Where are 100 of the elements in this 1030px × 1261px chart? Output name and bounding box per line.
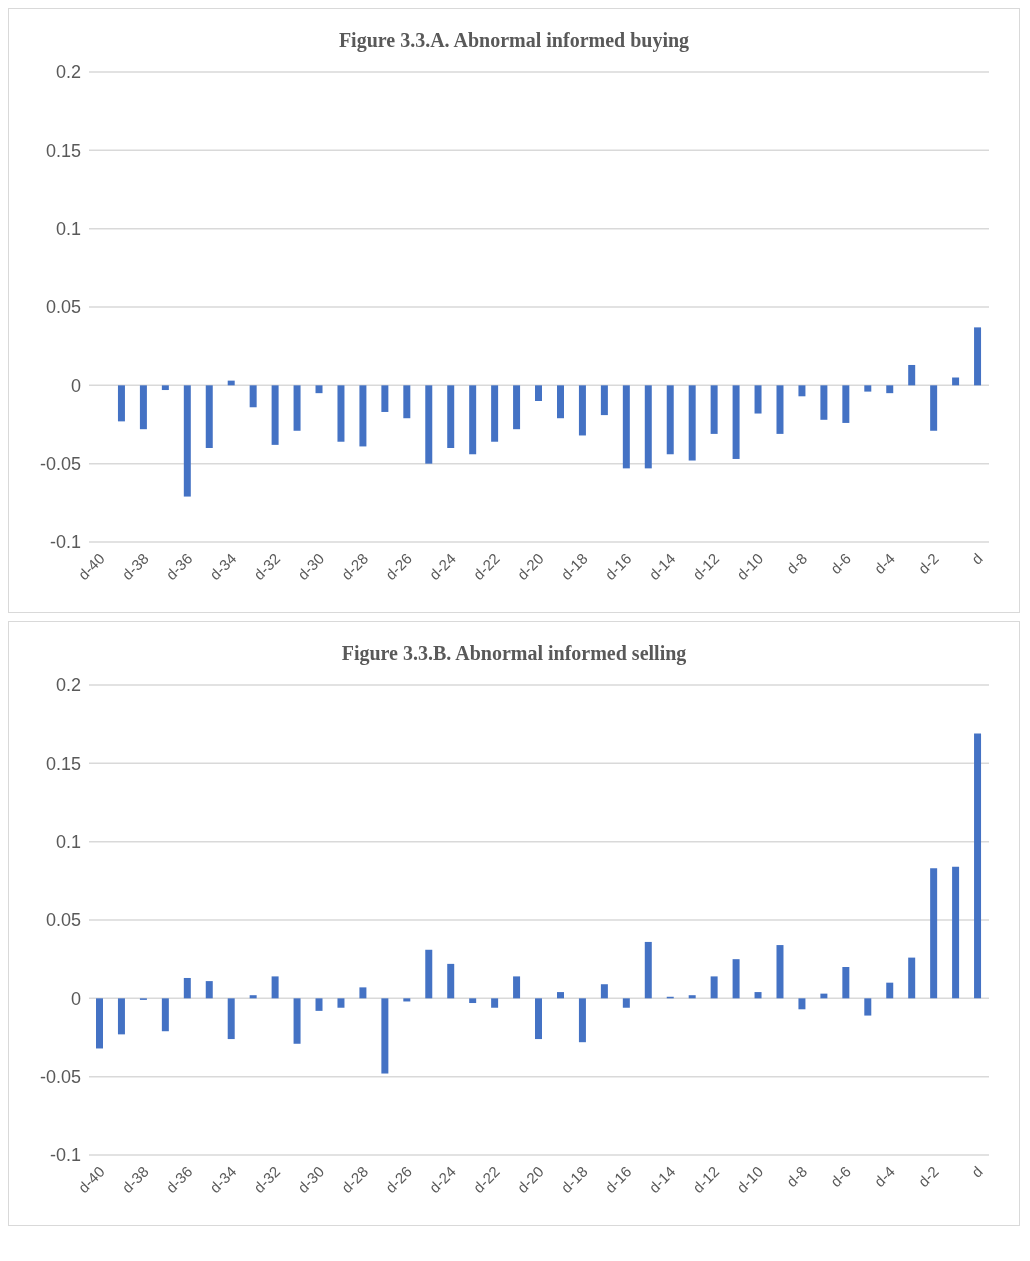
x-tick-label: d-8 [782,549,811,578]
bar [96,998,103,1049]
y-tick-label: -0.1 [49,532,81,553]
bar [381,998,389,1074]
bar [930,385,938,431]
y-tick-label: -0.05 [39,454,81,475]
bar [842,967,850,999]
bar [359,385,367,447]
x-tick-label: d-8 [782,1162,811,1191]
x-tick-label: d [967,1162,986,1181]
bar [776,385,784,434]
bar [513,976,521,999]
y-tick-label: 0.15 [45,140,81,161]
bar [644,941,652,999]
y-tick-label: 0 [70,988,81,1009]
bar [864,998,872,1016]
bar [513,385,521,430]
bar [183,385,191,497]
bar [952,866,960,999]
bar [842,385,850,423]
bar [293,385,301,431]
bar [710,385,718,434]
bar [337,385,345,442]
x-tick-label: d-6 [826,549,855,578]
x-tick-label: d [967,549,986,568]
y-tick-label: -0.1 [49,1145,81,1166]
bar [447,963,455,999]
bar [535,385,543,401]
bar [183,977,191,999]
bar [688,385,696,461]
bar [117,385,125,422]
bar [688,995,696,999]
bar [886,982,894,999]
bar [249,385,257,408]
bar [271,976,279,999]
bar [600,984,608,999]
y-tick-label: 0.1 [55,219,81,240]
bar [754,992,762,999]
bar [820,385,828,420]
bar [930,868,938,999]
bar [578,385,586,436]
bar [425,949,433,999]
bar [974,327,982,386]
bar [974,733,982,999]
bar [469,385,477,455]
bar [161,385,169,391]
y-tick-label: 0.05 [45,297,81,318]
bar [315,385,323,394]
bar [578,998,586,1043]
bar [556,385,564,419]
bar [227,998,235,1040]
bar [381,385,389,412]
bar [249,995,257,999]
bar [908,364,916,386]
bar [403,385,411,419]
y-tick-label: 0.1 [55,832,81,853]
bar [535,998,543,1040]
y-tick-label: 0 [70,375,81,396]
bar [403,998,411,1002]
bar [776,945,784,999]
x-tick-label: d-6 [826,1162,855,1191]
bar [271,385,279,445]
bar [359,987,367,999]
bar [666,385,674,455]
bar [556,992,564,999]
x-tick-label: d-2 [914,549,942,578]
bar [205,385,213,448]
bar [622,385,630,469]
bar [425,385,433,464]
bar [600,385,608,416]
x-tick-label: d-4 [870,549,898,578]
bar [139,385,147,430]
x-tick-label: d-4 [870,1162,898,1191]
bar [864,385,872,392]
bar [754,385,762,414]
y-tick-label: -0.05 [39,1067,81,1088]
y-tick-label: 0.2 [55,675,81,696]
bar [315,998,323,1011]
x-tick-label: d-2 [914,1162,942,1191]
bar [161,998,169,1032]
bar [886,385,894,394]
y-tick-label: 0.2 [55,62,81,83]
bar [337,998,345,1008]
bar [469,998,477,1004]
bar [491,998,499,1008]
bar [117,998,125,1035]
chart-title: Figure 3.3.B. Abnormal informed selling [340,641,688,665]
bar [622,998,630,1008]
bar [447,385,455,448]
y-tick-label: 0.05 [45,910,81,931]
bar [644,385,652,469]
y-tick-label: 0.15 [45,753,81,774]
bar [732,959,740,999]
bar [798,385,806,397]
bar [710,976,718,999]
bar [293,998,301,1044]
bar [908,957,916,999]
bar [798,998,806,1010]
bar [491,385,499,442]
bar [205,981,213,999]
